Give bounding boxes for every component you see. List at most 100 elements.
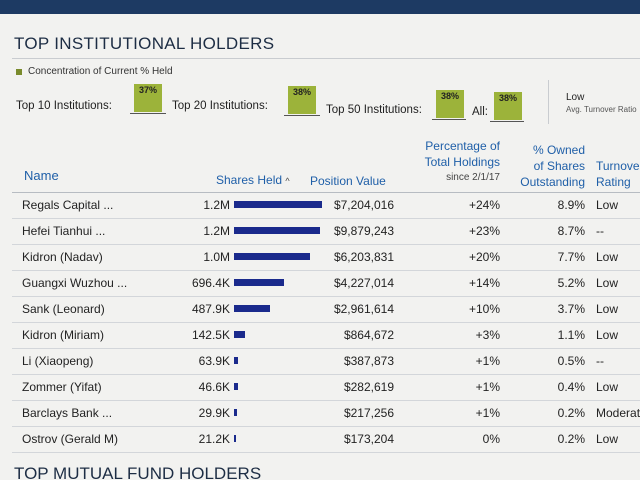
all-value-box: 38% (494, 92, 522, 120)
column-header-turnover[interactable]: Turnover Rating (596, 158, 640, 190)
table-row[interactable]: Hefei Tianhui ... 1.2M $9,879,243 +23% 8.7% -… (12, 219, 640, 245)
shares-header-label: Shares Held (216, 173, 283, 187)
table-row[interactable]: Kidron (Miriam) 142.5K $864,672 +3% 1.1% Low (12, 323, 640, 349)
table-row[interactable]: Li (Xiaopeng) 63.9K $387,873 +1% 0.5% -- (12, 349, 640, 375)
top50-label: Top 50 Institutions: (326, 104, 422, 116)
top10-underline (130, 113, 166, 114)
pct-owned: 3.7% (557, 302, 585, 316)
concentration-summary: Top 10 Institutions: 37% Top 20 Institut… (14, 84, 640, 124)
turnover-header-line2: Rating (596, 175, 631, 189)
column-header-owned[interactable]: % Owned of Shares Outstanding (500, 142, 585, 190)
pct-change: 0% (482, 432, 500, 446)
turnover-header-line1: Turnover (596, 159, 640, 173)
holder-name[interactable]: Kidron (Miriam) (22, 328, 105, 342)
top20-underline (284, 115, 320, 116)
turnover-value: Low (566, 92, 585, 103)
turnover-rating: Low (596, 198, 619, 212)
table-row[interactable]: Zommer (Yifat) 46.6K $282,619 +1% 0.4% Low (12, 375, 640, 401)
pct-change: +20% (468, 250, 500, 264)
column-header-pct-holdings[interactable]: Percentage of Total Holdings since 2/1/1… (400, 138, 500, 186)
pct-owned: 0.2% (557, 406, 585, 420)
pct-change: +1% (475, 354, 500, 368)
top10-label: Top 10 Institutions: (16, 100, 112, 112)
shares-held: 1.2M (203, 224, 230, 238)
shares-bar (234, 253, 310, 260)
pct-header-line3: since 2/1/17 (446, 172, 500, 183)
turnover-rating: Low (596, 250, 619, 264)
table-row[interactable]: Regals Capital ... 1.2M $7,204,016 +24% 8.9%… (12, 193, 640, 219)
table-row[interactable]: Sank (Leonard) 487.9K $2,961,614 +10% 3.7% Lo… (12, 297, 640, 323)
top20-value-box: 38% (288, 86, 316, 114)
turnover-rating: -- (596, 224, 604, 238)
shares-bar (234, 279, 284, 286)
pct-owned: 8.7% (557, 224, 585, 238)
pct-owned: 0.5% (557, 354, 585, 368)
pct-owned: 1.1% (557, 328, 585, 342)
shares-bar (234, 409, 237, 416)
turnover-rating: Low (596, 328, 619, 342)
shares-bar (234, 305, 270, 312)
pct-owned: 7.7% (557, 250, 585, 264)
position-value: $387,873 (343, 354, 394, 368)
shares-held: 21.2K (198, 432, 230, 446)
holder-name[interactable]: Ostrov (Gerald M) (22, 432, 119, 446)
pct-change: +10% (468, 302, 500, 316)
holder-name[interactable]: Barclays Bank ... (22, 406, 113, 420)
table-row[interactable]: Guangxi Wuzhou ... 696.4K $4,227,014 +14% 5.… (12, 271, 640, 297)
column-header-position[interactable]: Position Value (310, 174, 386, 188)
owned-header-line2: of Shares (533, 159, 585, 173)
concentration-caption: Concentration of Current % Held (16, 66, 173, 77)
pct-header-line1: Percentage of (425, 139, 500, 153)
column-header-shares[interactable]: Shares Held ^ (216, 172, 290, 189)
concentration-label: Concentration of Current % Held (28, 66, 173, 77)
shares-held: 1.2M (203, 198, 230, 212)
pct-change: +14% (468, 276, 500, 290)
shares-bar (234, 201, 322, 208)
shares-held: 46.6K (198, 380, 230, 394)
all-underline (490, 121, 524, 122)
table-row[interactable]: Ostrov (Gerald M) 21.2K $173,204 0% 0.2% Low (12, 427, 640, 453)
column-header-name[interactable]: Name (24, 168, 59, 183)
position-value: $282,619 (343, 380, 394, 394)
turnover-rating: Moderate (596, 406, 640, 420)
turnover-rating: Low (596, 302, 619, 316)
shares-bar (234, 227, 320, 234)
shares-bar (234, 435, 236, 442)
position-value: $4,227,014 (333, 276, 394, 290)
top10-value-box: 37% (134, 84, 162, 112)
title-divider (12, 58, 640, 59)
pct-header-line2: Total Holdings (424, 155, 500, 169)
table-row[interactable]: Kidron (Nadav) 1.0M $6,203,831 +20% 7.7% Low (12, 245, 640, 271)
pct-owned: 5.2% (557, 276, 585, 290)
shares-held: 1.0M (203, 250, 230, 264)
shares-held: 142.5K (191, 328, 230, 342)
all-label: All: (472, 106, 488, 118)
turnover-summary: Low Avg. Turnover Ratio (566, 92, 637, 114)
pct-owned: 0.2% (557, 432, 585, 446)
position-value: $2,961,614 (333, 302, 394, 316)
holder-name[interactable]: Kidron (Nadav) (22, 250, 103, 264)
turnover-label: Avg. Turnover Ratio (566, 105, 637, 114)
top50-underline (432, 119, 466, 120)
holder-name[interactable]: Guangxi Wuzhou ... (22, 276, 128, 290)
position-value: $7,204,016 (333, 198, 394, 212)
pct-change: +1% (475, 406, 500, 420)
position-value: $6,203,831 (333, 250, 394, 264)
shares-held: 63.9K (198, 354, 230, 368)
shares-bar (234, 331, 245, 338)
holder-name[interactable]: Regals Capital ... (22, 198, 114, 212)
position-value: $173,204 (343, 432, 394, 446)
summary-divider (548, 80, 549, 124)
turnover-rating: Low (596, 276, 619, 290)
holder-name[interactable]: Sank (Leonard) (22, 302, 105, 316)
section-title: TOP INSTITUTIONAL HOLDERS (14, 34, 275, 53)
shares-bar (234, 357, 238, 364)
shares-held: 696.4K (191, 276, 230, 290)
holder-name[interactable]: Zommer (Yifat) (22, 380, 102, 394)
holder-name[interactable]: Li (Xiaopeng) (22, 354, 94, 368)
holder-name[interactable]: Hefei Tianhui ... (22, 224, 106, 238)
next-section-title: TOP MUTUAL FUND HOLDERS (14, 464, 262, 480)
pct-change: +23% (468, 224, 500, 238)
pct-owned: 0.4% (557, 380, 585, 394)
table-row[interactable]: Barclays Bank ... 29.9K $217,256 +1% 0.2% Mod… (12, 401, 640, 427)
